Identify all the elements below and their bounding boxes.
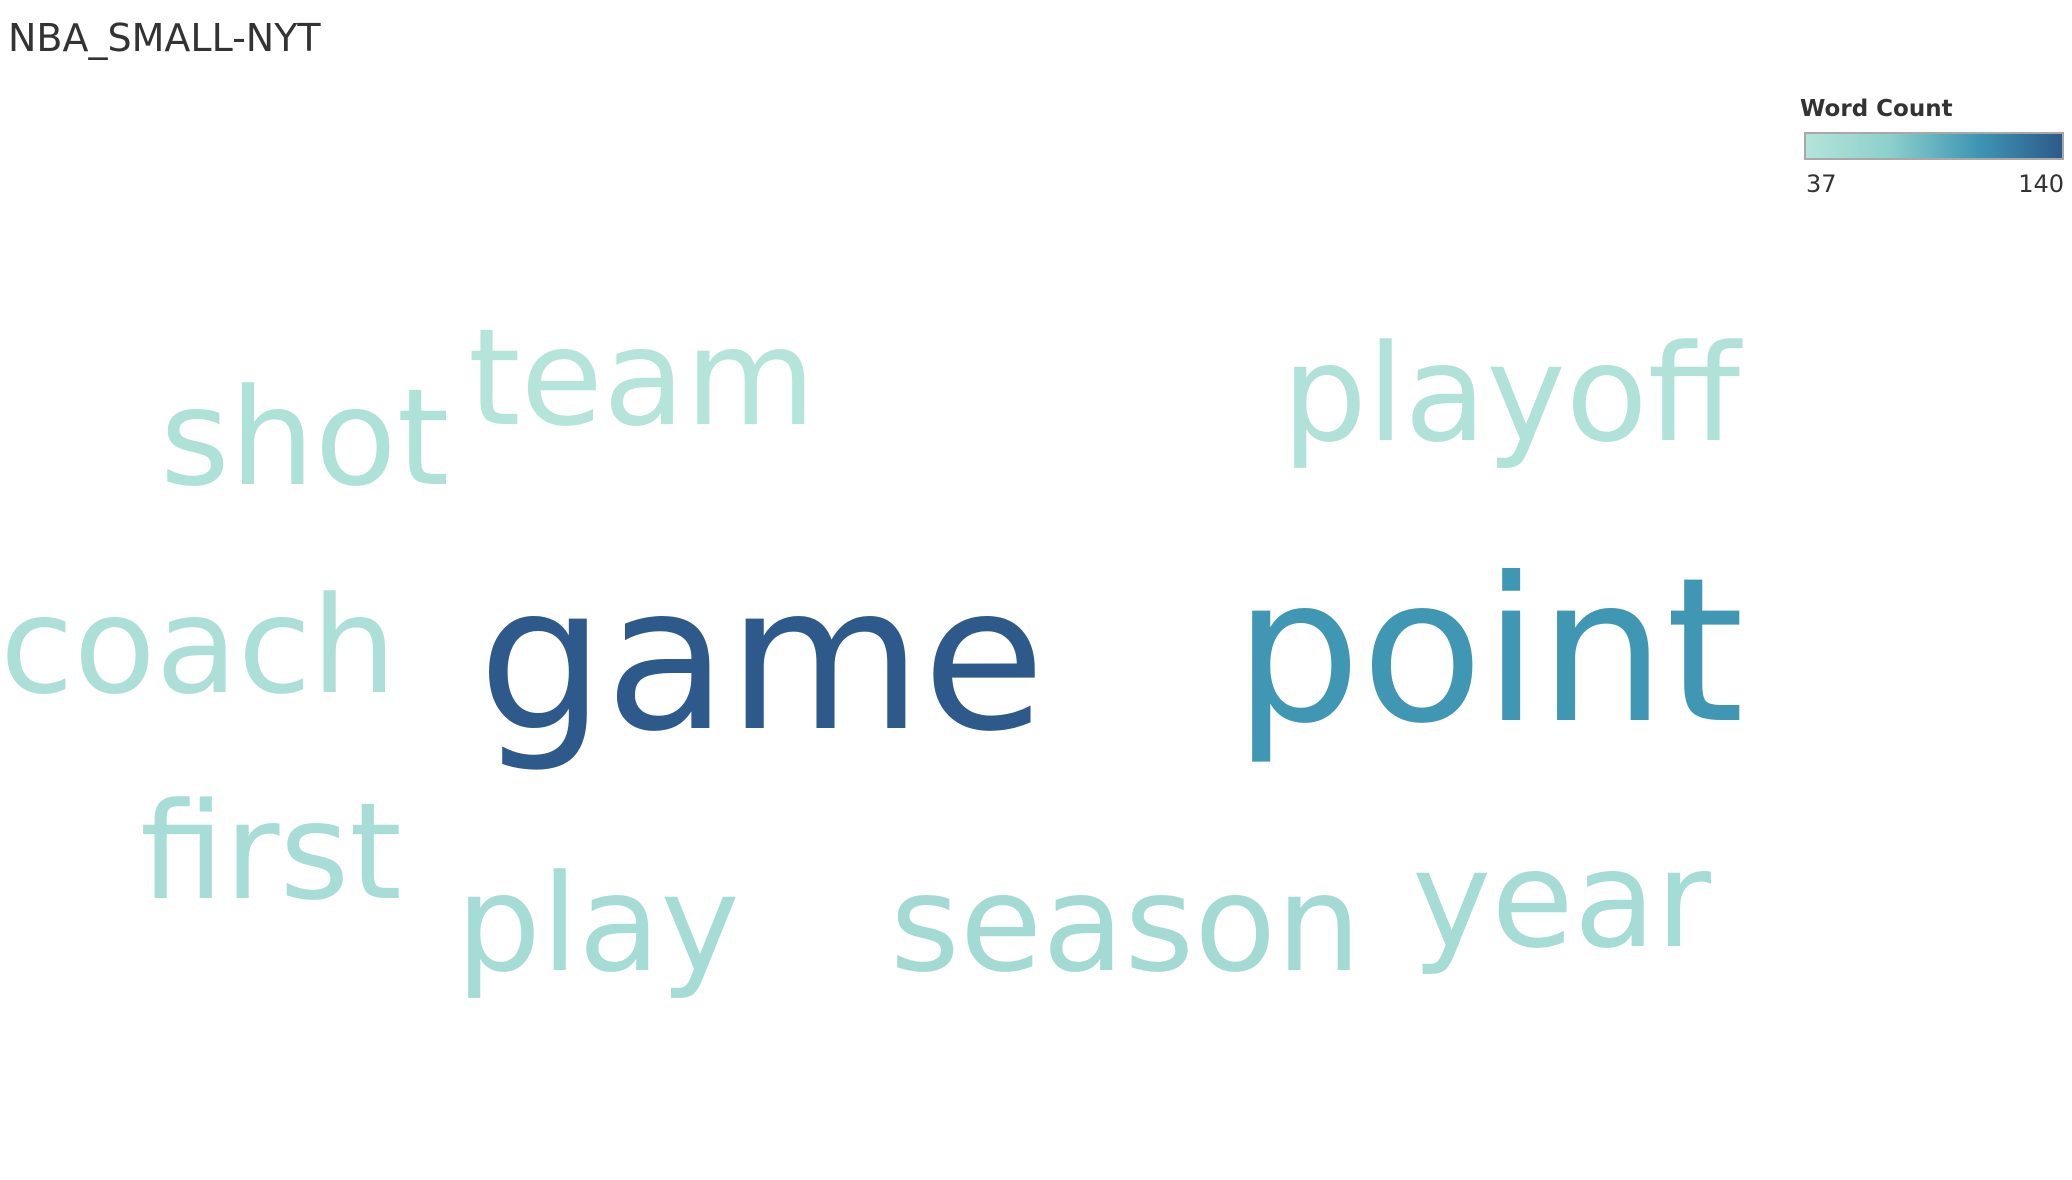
word-year: year <box>1412 822 1712 978</box>
word-game: game <box>478 543 1045 776</box>
legend-gradient-bar <box>1804 132 2064 160</box>
word-playoff: playoff <box>1282 316 1743 472</box>
word-team: team <box>468 300 816 456</box>
legend-max-label: 140 <box>2018 170 2064 198</box>
word-first: first <box>140 774 402 930</box>
word-coach: coach <box>0 568 396 724</box>
legend-min-label: 37 <box>1806 170 1837 198</box>
legend-title: Word Count <box>1800 96 1953 122</box>
page-title: NBA_SMALL-NYT <box>8 16 321 60</box>
word-shot: shot <box>160 360 449 516</box>
word-point: point <box>1234 535 1744 768</box>
word-season: season <box>890 846 1361 1002</box>
color-legend: Word Count 37 140 <box>1800 96 2070 206</box>
word-play: play <box>456 846 740 1002</box>
